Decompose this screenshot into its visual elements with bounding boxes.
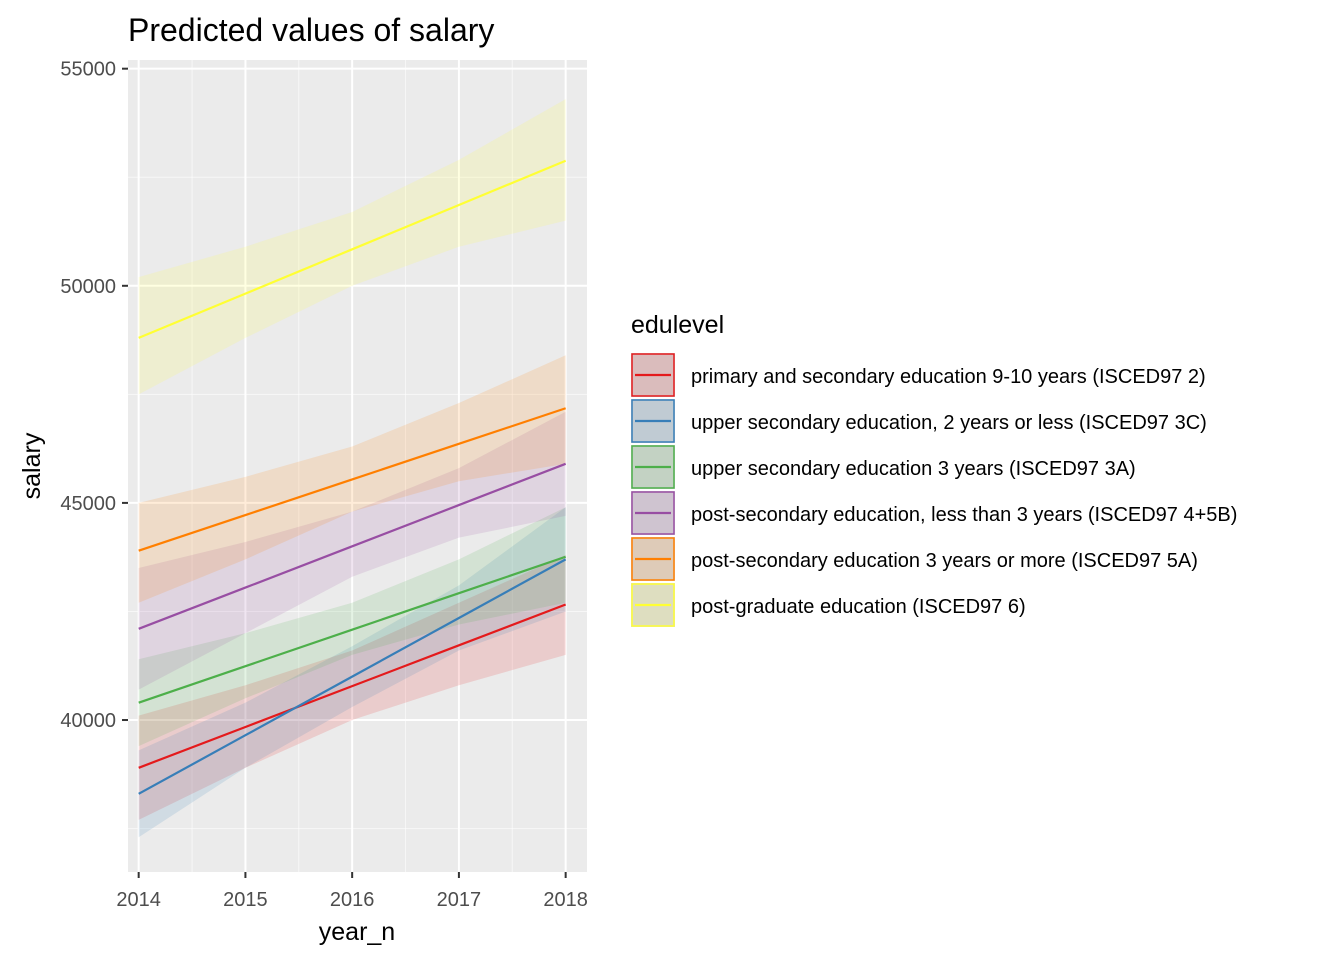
legend: primary and secondary education 9-10 yea… xyxy=(631,353,1237,627)
series-line xyxy=(138,603,567,769)
legend-title: edulevel xyxy=(631,311,724,339)
confidence-band xyxy=(138,507,566,838)
legend-label: upper secondary education, 2 years or le… xyxy=(691,412,1207,434)
y-tick-label: 50000 xyxy=(60,276,116,298)
y-tick-label: 40000 xyxy=(60,710,116,732)
major-grid xyxy=(128,60,587,872)
chart-title: Predicted values of salary xyxy=(128,12,494,48)
series-line xyxy=(138,407,566,552)
legend-label: post-graduate education (ISCED97 6) xyxy=(691,596,1026,618)
legend-label: primary and secondary education 9-10 yea… xyxy=(691,366,1206,388)
confidence-band xyxy=(138,99,566,395)
series-line xyxy=(138,462,567,630)
minor-grid xyxy=(128,60,587,872)
series-line xyxy=(138,558,567,795)
x-tick-label: 2017 xyxy=(437,889,482,911)
y-tick-label: 45000 xyxy=(60,493,116,515)
confidence-band xyxy=(138,555,566,820)
series-line xyxy=(138,159,567,339)
series-lines xyxy=(138,159,567,795)
plot-panel xyxy=(128,60,587,872)
legend-label: post-secondary education 3 years or more… xyxy=(691,550,1198,572)
series-line xyxy=(138,555,567,704)
y-axis: 40000 45000 50000 55000 xyxy=(60,59,128,732)
x-axis-title: year_n xyxy=(319,918,395,946)
x-tick-label: 2014 xyxy=(116,889,161,911)
y-tick-label: 55000 xyxy=(60,59,116,81)
legend-label: upper secondary education 3 years (ISCED… xyxy=(691,458,1136,480)
x-tick-label: 2015 xyxy=(223,889,268,911)
confidence-band xyxy=(138,411,566,690)
y-axis-title: salary xyxy=(18,432,46,499)
x-tick-label: 2016 xyxy=(330,889,375,911)
confidence-band xyxy=(138,507,566,747)
x-tick-label: 2018 xyxy=(543,889,588,911)
legend-label: post-secondary education, less than 3 ye… xyxy=(691,504,1237,526)
x-axis: 2014 2015 2016 2017 2018 xyxy=(116,872,588,911)
